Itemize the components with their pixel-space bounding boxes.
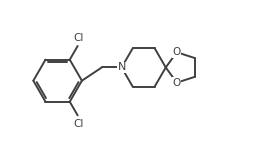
Text: N: N bbox=[117, 62, 126, 72]
Text: O: O bbox=[173, 78, 181, 88]
Text: Cl: Cl bbox=[73, 33, 83, 43]
Text: O: O bbox=[173, 47, 181, 57]
Text: Cl: Cl bbox=[73, 119, 83, 129]
